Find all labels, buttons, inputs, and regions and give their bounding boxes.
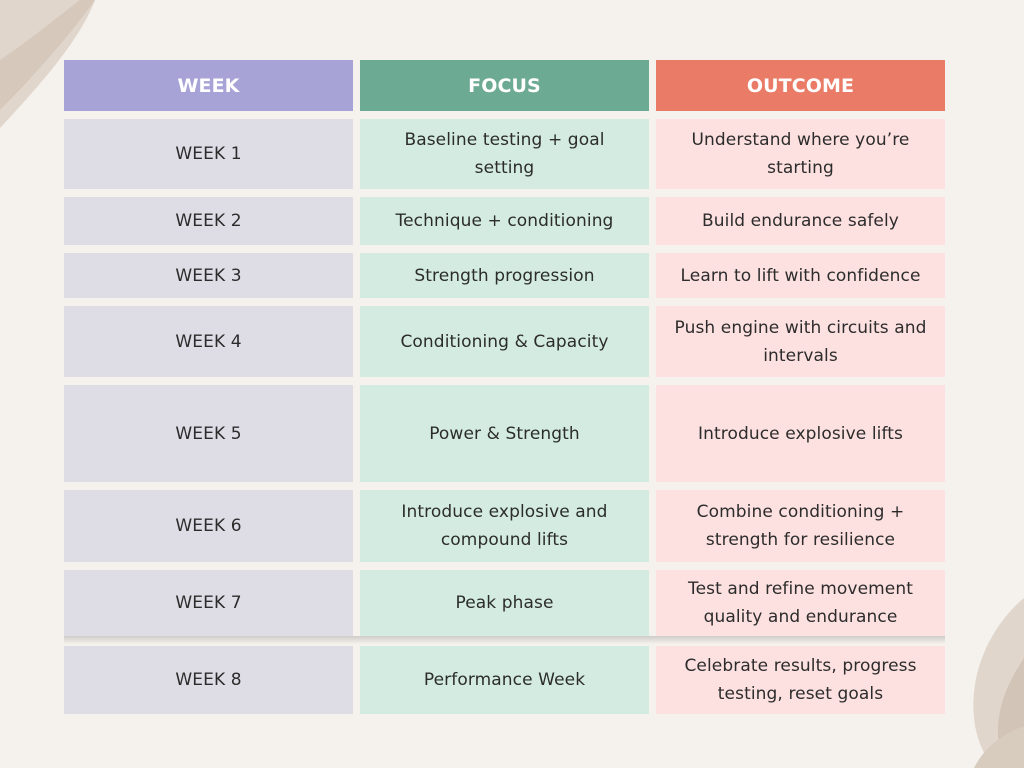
focus-cell: Introduce explosive and compound lifts	[360, 490, 649, 562]
header-outcome: OUTCOME	[656, 60, 945, 111]
week-cell: WEEK 5	[64, 385, 353, 482]
focus-cell: Strength progression	[360, 253, 649, 298]
focus-cell: Conditioning & Capacity	[360, 306, 649, 377]
outcome-cell: Combine conditioning + strength for resi…	[656, 490, 945, 562]
focus-cell: Performance Week	[360, 646, 649, 714]
week-cell: WEEK 3	[64, 253, 353, 298]
week-cell: WEEK 8	[64, 646, 353, 714]
week-cell: WEEK 1	[64, 119, 353, 189]
outcome-cell: Test and refine movement quality and end…	[656, 570, 945, 636]
outcome-cell: Learn to lift with confidence	[656, 253, 945, 298]
week-cell: WEEK 6	[64, 490, 353, 562]
outcome-cell: Build endurance safely	[656, 197, 945, 245]
week-cell: WEEK 2	[64, 197, 353, 245]
focus-cell: Peak phase	[360, 570, 649, 636]
header-week: WEEK	[64, 60, 353, 111]
outcome-cell: Celebrate results, progress testing, res…	[656, 646, 945, 714]
focus-cell: Power & Strength	[360, 385, 649, 482]
outcome-cell: Introduce explosive lifts	[656, 385, 945, 482]
focus-cell: Baseline testing + goal setting	[360, 119, 649, 189]
focus-cell: Technique + conditioning	[360, 197, 649, 245]
week-cell: WEEK 7	[64, 570, 353, 636]
outcome-cell: Understand where you’re starting	[656, 119, 945, 189]
row-divider-shadow	[64, 636, 945, 644]
week-cell: WEEK 4	[64, 306, 353, 377]
header-focus: FOCUS	[360, 60, 649, 111]
outcome-cell: Push engine with circuits and intervals	[656, 306, 945, 377]
